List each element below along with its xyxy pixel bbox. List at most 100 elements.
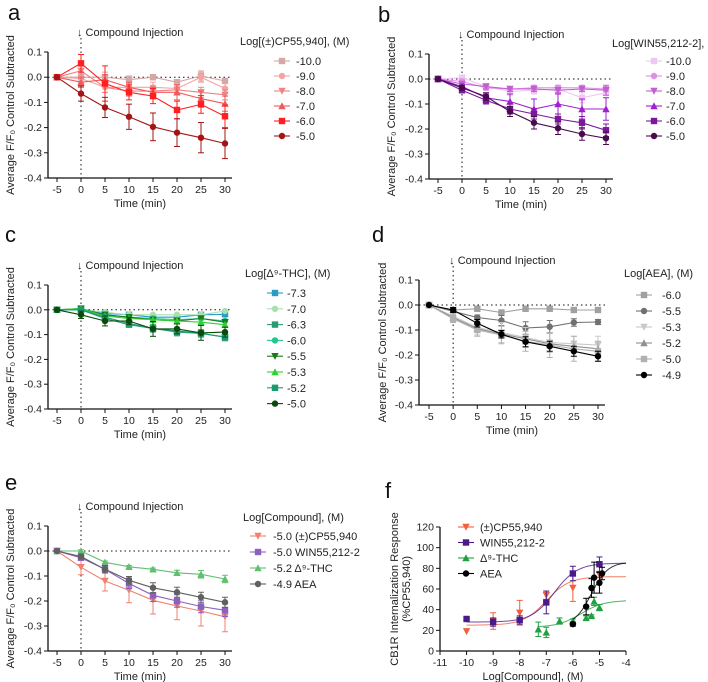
legend-label: -5.0 [287, 399, 306, 411]
data-point [554, 115, 562, 123]
legend-marker [640, 291, 648, 299]
legend-entry: -6.0 [267, 335, 306, 347]
legend-label: -7.3 [287, 288, 306, 300]
x-tick-label: 0 [78, 657, 84, 669]
data-point [506, 85, 514, 93]
data-point [221, 307, 229, 315]
data-point [197, 134, 205, 141]
x-tick-label: -7 [542, 657, 551, 669]
x-axis-label: Time (min) [114, 429, 166, 441]
data-point [101, 80, 109, 87]
legend-entry: -4.9 [636, 370, 681, 382]
data-point [482, 93, 490, 100]
series-line [428, 304, 599, 350]
legend-entry: -5.2 [267, 383, 306, 395]
data-point [542, 628, 550, 636]
legend-entry: -5.0 [267, 399, 306, 411]
legend-marker [650, 87, 658, 95]
legend-entry: -5.0 [636, 354, 681, 366]
legend-label: -5.3 [287, 367, 306, 379]
data-point [101, 566, 109, 573]
y-tick-label: 0.0 [408, 74, 423, 86]
series-3 [53, 547, 229, 608]
x-tick-label: 5 [102, 657, 108, 669]
y-axis-label: Average F/F₀ Control Subtracted [386, 37, 398, 197]
data-point [125, 113, 133, 120]
y-tick-label: -0.4 [24, 404, 42, 416]
y-axis-label: Average F/F₀ Control Subtracted [377, 263, 389, 423]
legend-label: -10.0 [666, 56, 691, 68]
legend-entry: -9.0 [646, 71, 685, 83]
x-tick-label: -5 [433, 185, 442, 197]
data-point [458, 74, 466, 81]
legend-marker [271, 305, 279, 312]
data-point [598, 570, 606, 577]
chart-panel-d: d 0.1 0.0 -0.1 -0.2 -0.3 -0.4 -5 0 5 10 15 20 25 30 Tim… [372, 222, 693, 437]
data-point [77, 306, 85, 313]
legend-label: -6.0 [666, 116, 685, 128]
data-point [594, 353, 602, 360]
y-tick-label: -0.2 [395, 350, 413, 362]
data-point [546, 305, 553, 312]
y-tick-label: -0.1 [395, 325, 413, 337]
legend-marker [650, 72, 658, 80]
fit-curve [538, 600, 626, 628]
series-line [56, 309, 226, 334]
x-tick-label: 15 [528, 185, 540, 197]
y-tick-label: 0.1 [398, 275, 413, 287]
x-tick-label: -5 [52, 415, 61, 427]
panel-letter: f [385, 478, 392, 503]
data-point [578, 85, 586, 93]
data-point [602, 87, 610, 94]
legend-marker [271, 400, 279, 407]
chart-panel-f: f 0 20 40 60 80 100 120 -11 -10 -9 -8 -7 -6 -5 -4 Log[Co… [385, 478, 631, 682]
legend-marker [278, 132, 286, 140]
compound-injection-annotation: ↓ Compound Injection [77, 27, 183, 39]
legend-entry: -8.0 [646, 86, 685, 98]
data-point [569, 570, 577, 577]
x-tick-label: 30 [219, 415, 231, 427]
legend-label: -8.0 [296, 86, 315, 98]
legend-label: WIN55,212-2 [480, 538, 545, 550]
y-tick-label: -0.3 [24, 147, 42, 159]
data-point [221, 311, 229, 318]
data-point [474, 320, 481, 327]
x-tick-label: -11 [433, 657, 448, 669]
x-tick-label: -4 [621, 657, 630, 669]
data-point [569, 584, 577, 592]
data-point [594, 318, 602, 326]
data-point [522, 305, 529, 312]
series-line [56, 550, 226, 603]
x-tick-label: 25 [568, 411, 580, 423]
data-point [578, 94, 586, 101]
legend-entry: -8.0 [274, 86, 315, 98]
legend-entry: -7.0 [267, 304, 306, 316]
legend-title: Log[Δ⁹-THC], (M) [245, 268, 330, 280]
y-tick-label: -0.1 [24, 571, 42, 583]
legend-marker [650, 57, 658, 65]
data-point [173, 311, 181, 318]
y-tick-label: -0.3 [24, 379, 42, 391]
data-point [125, 317, 133, 325]
y-tick-label: 0.1 [27, 47, 42, 59]
x-tick-label: 0 [78, 415, 84, 427]
legend-label: -5.0 WIN55,212-2 [273, 547, 360, 559]
legend-entry: -9.0 [274, 71, 315, 83]
series-line [56, 308, 226, 326]
series-line [428, 304, 599, 357]
x-tick-label: 25 [195, 184, 207, 196]
x-axis-label: Log[Compound], (M) [483, 671, 584, 682]
y-tick-label: -0.3 [405, 149, 423, 161]
legend-entry: -7.0 [646, 101, 685, 113]
series-line [428, 304, 598, 314]
legend-entry: -7.0 [274, 101, 315, 113]
data-point [77, 311, 85, 318]
data-point [197, 101, 205, 108]
legend-label: -4.9 [662, 370, 681, 382]
data-point [498, 331, 505, 338]
x-tick-label: 10 [123, 657, 135, 669]
legend-entry: -5.0 WIN55,212-2 [250, 547, 360, 559]
legend-entry: -5.5 [636, 306, 681, 318]
data-point [602, 135, 610, 142]
data-point [582, 614, 590, 622]
